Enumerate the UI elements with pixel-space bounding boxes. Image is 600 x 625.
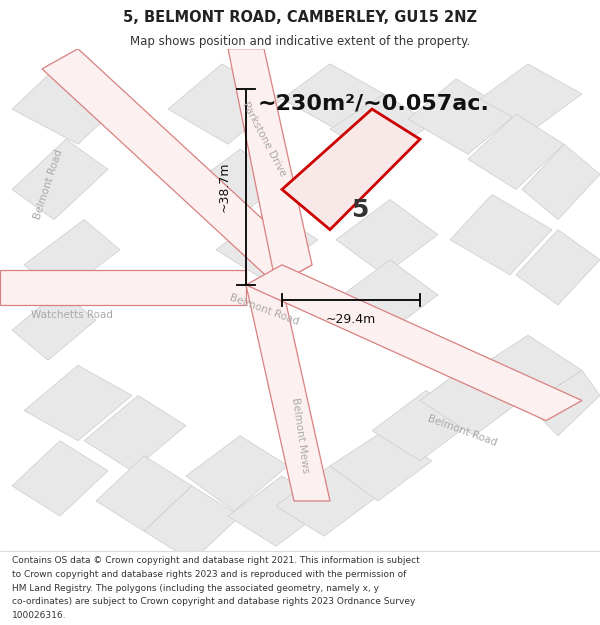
Polygon shape <box>480 64 582 129</box>
Text: to Crown copyright and database rights 2023 and is reproduced with the permissio: to Crown copyright and database rights 2… <box>12 570 406 579</box>
Text: HM Land Registry. The polygons (including the associated geometry, namely x, y: HM Land Registry. The polygons (includin… <box>12 584 379 592</box>
Polygon shape <box>528 371 600 436</box>
Polygon shape <box>336 260 438 335</box>
Polygon shape <box>84 396 186 471</box>
Text: 5: 5 <box>352 198 368 221</box>
Text: ~38.7m: ~38.7m <box>218 162 231 212</box>
Polygon shape <box>522 144 600 219</box>
Text: Belmont Mews: Belmont Mews <box>290 398 310 474</box>
Text: Map shows position and indicative extent of the property.: Map shows position and indicative extent… <box>130 35 470 48</box>
Polygon shape <box>468 114 564 189</box>
Text: ~230m²/~0.057ac.: ~230m²/~0.057ac. <box>258 94 490 114</box>
Polygon shape <box>474 335 582 406</box>
Polygon shape <box>12 290 96 360</box>
Polygon shape <box>12 441 108 516</box>
Polygon shape <box>96 456 192 531</box>
Text: 5, BELMONT ROAD, CAMBERLEY, GU15 2NZ: 5, BELMONT ROAD, CAMBERLEY, GU15 2NZ <box>123 10 477 25</box>
Text: Contains OS data © Crown copyright and database right 2021. This information is : Contains OS data © Crown copyright and d… <box>12 556 420 566</box>
Polygon shape <box>228 476 330 546</box>
Text: 100026316.: 100026316. <box>12 611 67 620</box>
Polygon shape <box>0 270 246 305</box>
Polygon shape <box>372 391 474 461</box>
Polygon shape <box>408 79 516 154</box>
Polygon shape <box>12 64 126 144</box>
Polygon shape <box>246 265 582 421</box>
Text: Belmont Road: Belmont Road <box>426 414 498 448</box>
Text: Watchetts Road: Watchetts Road <box>31 310 113 320</box>
Polygon shape <box>420 360 528 436</box>
Text: ~29.4m: ~29.4m <box>326 312 376 326</box>
Polygon shape <box>228 49 312 285</box>
Polygon shape <box>336 199 438 275</box>
Polygon shape <box>246 285 330 501</box>
Polygon shape <box>42 49 312 285</box>
Polygon shape <box>516 229 600 305</box>
Text: Belmont Road: Belmont Road <box>228 293 300 328</box>
Text: Belmont Road: Belmont Road <box>32 148 64 221</box>
Polygon shape <box>186 436 288 511</box>
Polygon shape <box>276 466 378 536</box>
Polygon shape <box>24 366 132 441</box>
Polygon shape <box>12 139 108 219</box>
Polygon shape <box>330 431 432 501</box>
Polygon shape <box>144 486 240 561</box>
Polygon shape <box>216 209 318 280</box>
Polygon shape <box>186 149 288 219</box>
Polygon shape <box>168 64 282 144</box>
Polygon shape <box>450 194 552 275</box>
Polygon shape <box>282 64 384 129</box>
Text: co-ordinates) are subject to Crown copyright and database rights 2023 Ordnance S: co-ordinates) are subject to Crown copyr… <box>12 598 415 606</box>
Polygon shape <box>282 109 420 229</box>
Text: Parkstone Drive: Parkstone Drive <box>240 101 288 178</box>
Polygon shape <box>24 219 120 295</box>
Polygon shape <box>330 94 432 159</box>
